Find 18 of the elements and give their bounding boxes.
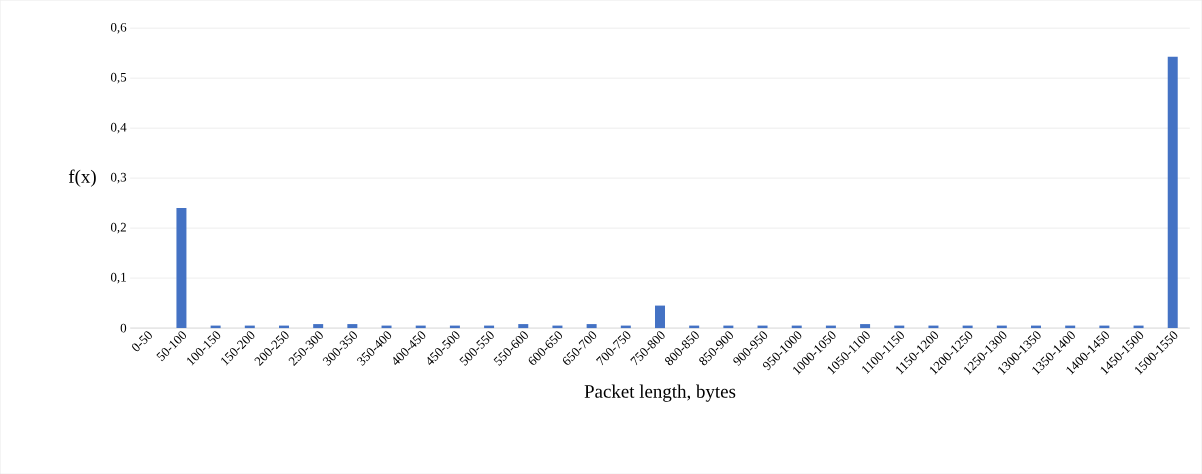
bar <box>655 305 665 328</box>
y-tick-label: 0,3 <box>110 172 127 184</box>
bar <box>518 323 529 328</box>
bar <box>176 208 187 328</box>
y-tick-label: 0,6 <box>110 22 127 34</box>
y-axis-title: f(x) <box>68 169 96 187</box>
bar <box>313 323 324 328</box>
bar <box>860 323 871 328</box>
bar <box>347 323 358 328</box>
x-axis-title: Packet length, bytes <box>584 384 736 402</box>
y-tick-label: 0,1 <box>110 272 126 284</box>
x-tick-label: 0-50 <box>132 331 152 352</box>
y-tick-label: 0,5 <box>110 72 127 84</box>
y-tick-label: 0,4 <box>110 122 127 134</box>
y-tick-label: 0 <box>120 323 127 333</box>
bar <box>1167 56 1178 328</box>
bar <box>586 323 597 328</box>
y-tick-label: 0,2 <box>110 222 126 234</box>
